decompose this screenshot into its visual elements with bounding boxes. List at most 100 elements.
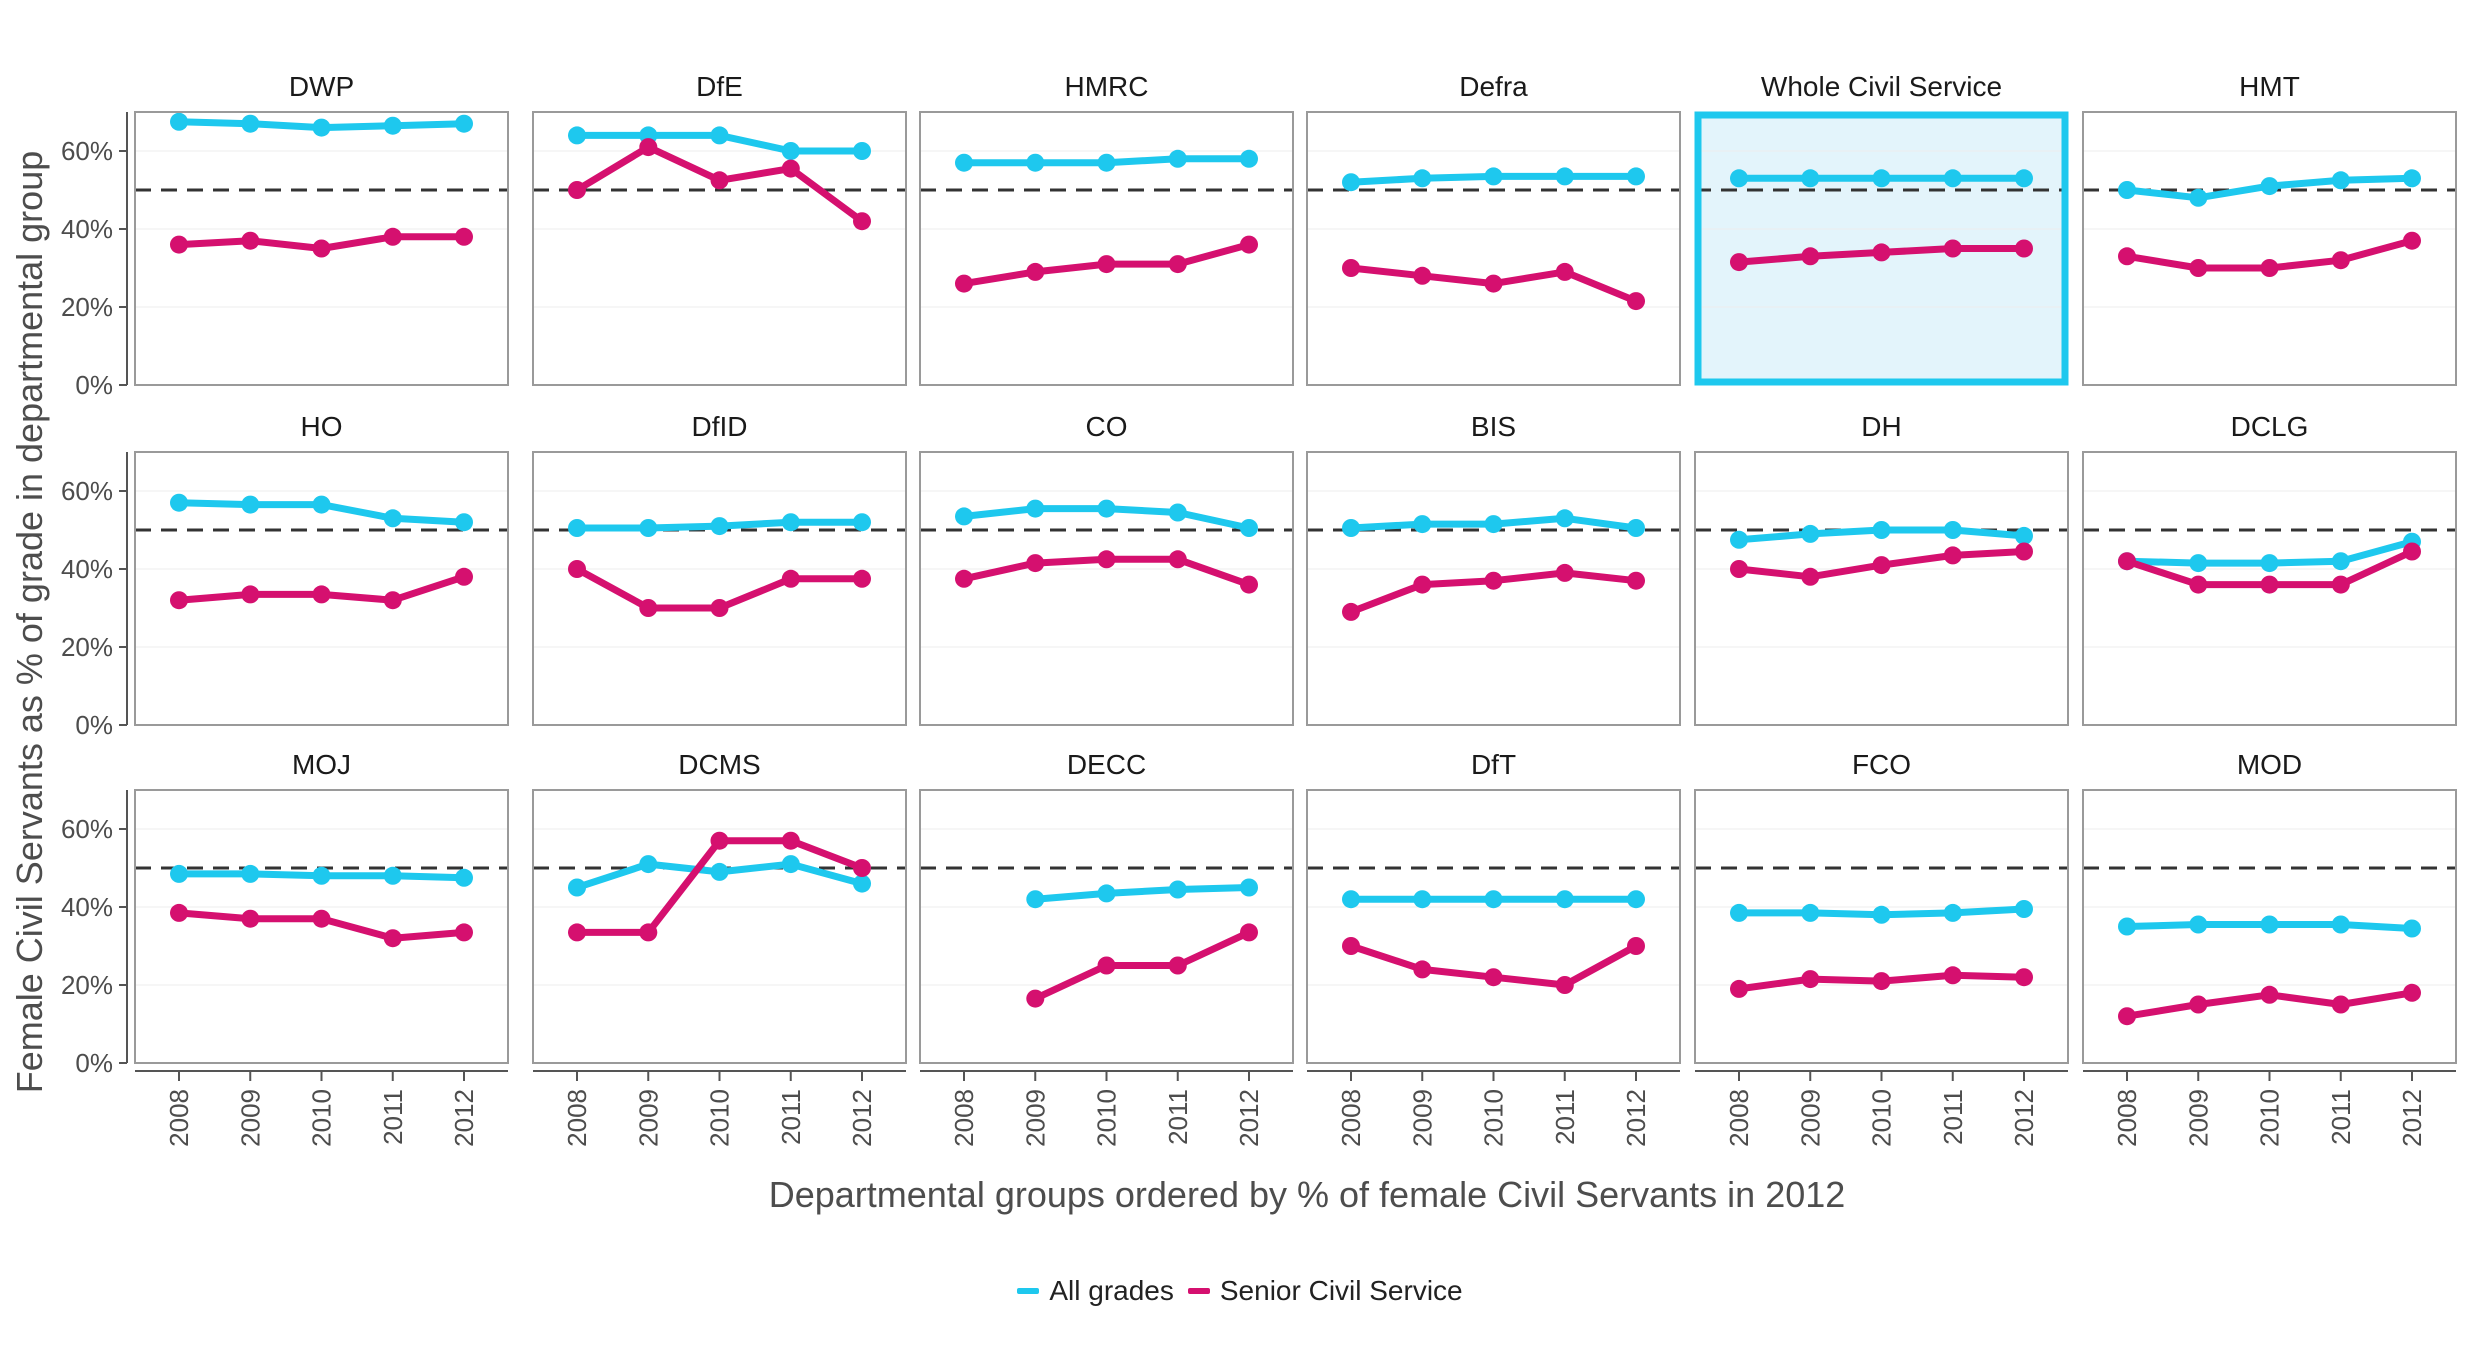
data-point-all-grades [1240, 519, 1258, 537]
data-point-senior-civil-service [1026, 554, 1045, 573]
data-point-senior-civil-service [241, 231, 260, 250]
panel-whole-civil-service: Whole Civil Service [1694, 71, 2069, 386]
x-tick-label: 2010 [705, 1089, 735, 1147]
data-point-senior-civil-service [1240, 235, 1258, 254]
data-point-senior-civil-service [1097, 956, 1116, 975]
panel-title: DCLG [2231, 411, 2309, 442]
data-point-all-grades [1413, 169, 1432, 188]
data-point-senior-civil-service [1097, 550, 1116, 569]
data-point-senior-civil-service [1240, 575, 1258, 594]
y-tick-label: 20% [61, 292, 113, 322]
legend-label-all-grades: All grades [1049, 1275, 1174, 1306]
panel-title: HMT [2239, 71, 2300, 102]
data-point-senior-civil-service [2189, 259, 2208, 277]
data-point-all-grades [2260, 554, 2279, 573]
panel-defra: Defra [1306, 71, 1681, 386]
panel-mod: MOD 2008 2009 2010 2011 2012 [2082, 749, 2457, 1147]
data-point-all-grades [639, 855, 658, 874]
data-point-all-grades [2118, 917, 2136, 936]
data-point-all-grades [1240, 878, 1258, 897]
data-point-senior-civil-service [1555, 262, 1574, 281]
x-tick-label: 2009 [1407, 1089, 1437, 1147]
panel-dcms: DCMS 2008 2009 2010 2011 2012 [532, 749, 907, 1147]
data-point-all-grades [1627, 519, 1645, 537]
data-point-all-grades [2331, 552, 2350, 571]
x-tick-label: 2010 [307, 1089, 337, 1147]
x-tick-label: 2011 [378, 1089, 408, 1145]
data-point-senior-civil-service [781, 831, 800, 850]
panel-title: FCO [1852, 749, 1911, 780]
panel-border [1306, 111, 1681, 386]
data-point-all-grades [1168, 149, 1187, 168]
x-tick-label: 2008 [164, 1089, 194, 1147]
data-point-all-grades [455, 868, 473, 887]
data-point-all-grades [1627, 167, 1645, 186]
data-point-all-grades [1943, 169, 1962, 188]
data-point-all-grades [2331, 171, 2350, 190]
data-point-senior-civil-service [1555, 563, 1574, 582]
data-point-all-grades [568, 519, 586, 537]
data-point-senior-civil-service [639, 599, 658, 617]
x-tick-label: 2009 [2183, 1089, 2213, 1147]
panel-title: HMRC [1065, 71, 1149, 102]
panel-co: CO [919, 411, 1294, 726]
data-point-senior-civil-service [1943, 239, 1962, 258]
x-tick-label: 2008 [949, 1089, 979, 1147]
panel-title: CO [1086, 411, 1128, 442]
panel-dh: DH [1694, 411, 2069, 726]
data-point-all-grades [1413, 890, 1432, 909]
data-point-senior-civil-service [639, 138, 658, 157]
data-point-senior-civil-service [1413, 266, 1432, 285]
data-point-senior-civil-service [1026, 262, 1045, 281]
panel-title: Defra [1459, 71, 1528, 102]
data-point-senior-civil-service [1801, 970, 1820, 989]
panel-background [1307, 790, 1680, 1063]
y-tick-label: 20% [61, 632, 113, 662]
data-point-senior-civil-service [312, 239, 331, 258]
data-point-all-grades [2015, 526, 2033, 545]
data-point-senior-civil-service [383, 929, 402, 948]
data-point-all-grades [568, 126, 586, 145]
data-point-all-grades [1342, 890, 1360, 909]
legend-item-senior-civil-service: Senior Civil Service [1187, 1275, 1463, 1307]
panel-border [1694, 451, 2069, 726]
legend: All grades Senior Civil Service [0, 1275, 2480, 1307]
data-point-all-grades [1168, 880, 1187, 899]
data-point-all-grades [2189, 554, 2208, 573]
data-point-all-grades [2015, 900, 2033, 918]
x-tick-label: 2012 [1234, 1089, 1264, 1147]
data-point-all-grades [1555, 890, 1574, 909]
data-point-senior-civil-service [955, 569, 973, 588]
panel-background [1307, 112, 1680, 385]
panel-title: DECC [1067, 749, 1146, 780]
panel-title: DfT [1471, 749, 1516, 780]
data-point-senior-civil-service [781, 569, 800, 588]
data-point-all-grades [312, 866, 331, 885]
panel-border [2082, 111, 2457, 386]
panel-border [532, 111, 907, 386]
panel-border [919, 451, 1294, 726]
data-point-senior-civil-service [1627, 937, 1645, 955]
data-point-senior-civil-service [2331, 995, 2350, 1014]
data-point-senior-civil-service [2118, 552, 2136, 571]
data-point-senior-civil-service [1168, 956, 1187, 975]
x-tick-label: 2010 [1092, 1089, 1122, 1147]
data-point-senior-civil-service [1168, 255, 1187, 274]
data-point-all-grades [2015, 169, 2033, 188]
x-tick-label: 2011 [1550, 1089, 1580, 1145]
x-tick-label: 2012 [2009, 1089, 2039, 1147]
y-tick-label: 20% [61, 970, 113, 1000]
data-point-senior-civil-service [1627, 292, 1645, 311]
data-point-senior-civil-service [1342, 937, 1360, 955]
data-point-all-grades [2189, 188, 2208, 207]
x-axis-title: Departmental groups ordered by % of fema… [769, 1174, 1846, 1215]
x-tick-label: 2011 [1163, 1089, 1193, 1145]
panel-title: HO [301, 411, 343, 442]
data-point-senior-civil-service [2189, 995, 2208, 1014]
data-point-senior-civil-service [955, 274, 973, 293]
panel-moj: MOJ 0% 20% 40% 60% 2008 2009 2010 2011 2012 [61, 749, 509, 1147]
series-line-senior-civil-service [1031, 928, 1253, 1003]
panel-title: DfE [696, 71, 743, 102]
data-point-all-grades [383, 509, 402, 528]
